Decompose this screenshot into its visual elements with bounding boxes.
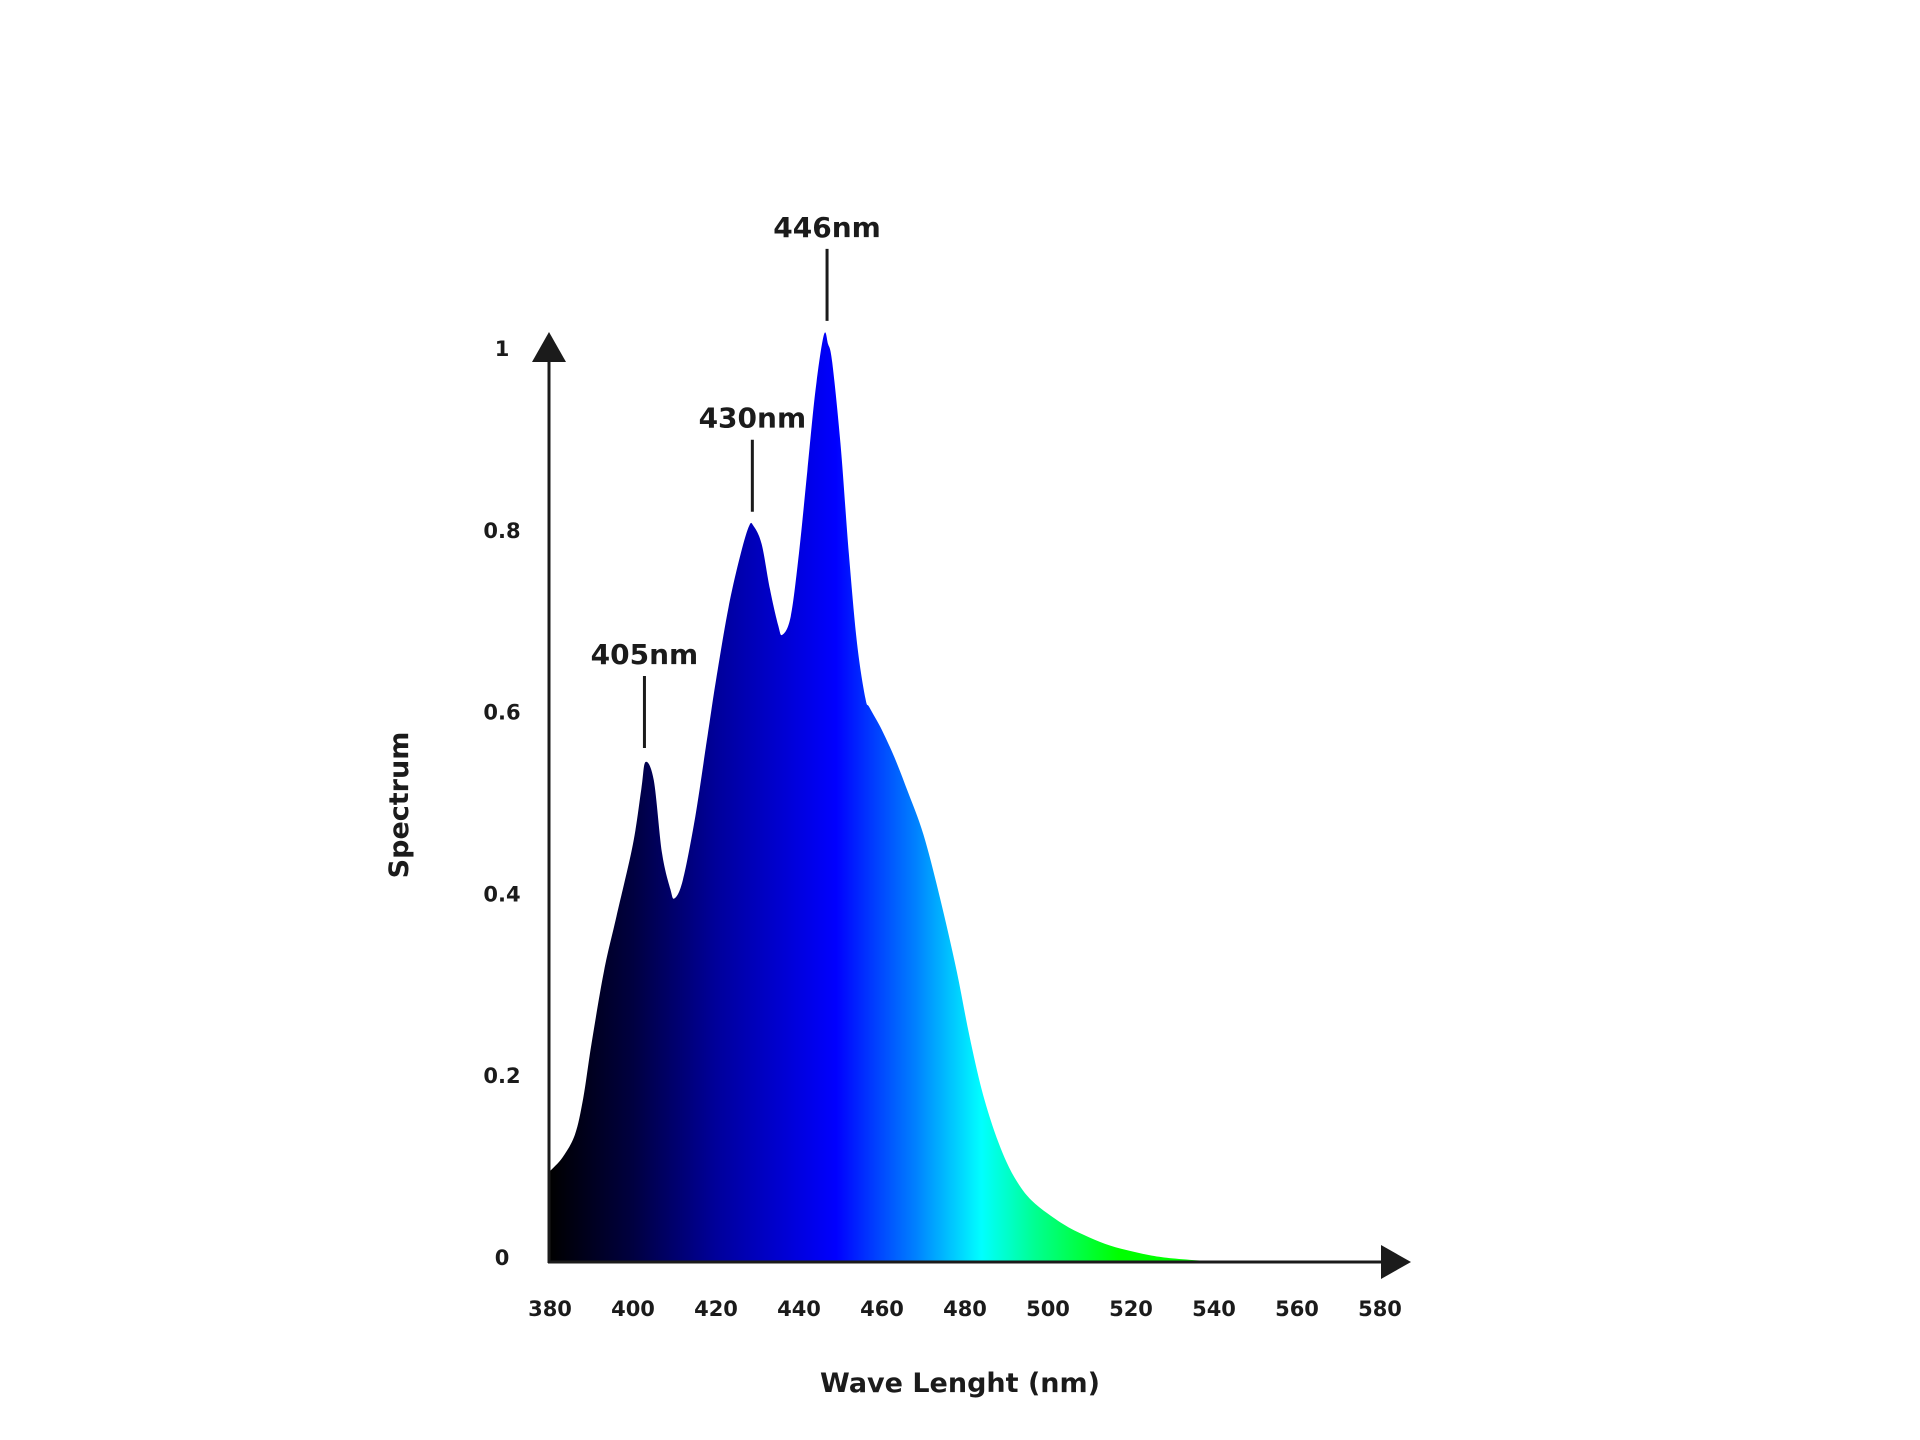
x-tick-label: 420 [694,1297,738,1321]
x-axis-title: Wave Lenght (nm) [820,1368,1100,1399]
x-axis [548,1245,1411,1279]
x-tick-labels: 380 400 420 440 460 480 500 520 540 560 580 [528,1297,1402,1321]
y-axis-arrow-icon [532,332,566,362]
peak-annotations: 405nm 430nm 446nm [591,211,881,749]
x-tick-label: 520 [1109,1297,1153,1321]
y-tick-label: 0.2 [483,1064,520,1088]
x-tick-label: 400 [611,1297,655,1321]
x-tick-label: 380 [528,1297,572,1321]
y-tick-label: 1 [495,337,510,361]
y-tick-labels: 0 0.2 0.4 0.6 0.8 1 [483,337,520,1270]
x-tick-label: 540 [1192,1297,1236,1321]
x-tick-label: 480 [943,1297,987,1321]
y-tick-label: 0.4 [483,882,520,906]
y-tick-label: 0 [495,1246,510,1270]
x-axis-arrow-icon [1381,1245,1411,1279]
y-tick-label: 0.6 [483,701,520,725]
y-axis-title: Spectrum [384,732,415,879]
x-tick-label: 580 [1358,1297,1402,1321]
y-axis [532,332,566,1263]
y-tick-label: 0.8 [483,519,520,543]
x-tick-label: 500 [1026,1297,1070,1321]
spectrum-area [550,332,1235,1262]
peak-label: 446nm [773,211,881,244]
peak-label: 430nm [699,402,807,435]
peak-label: 405nm [591,638,699,671]
x-tick-label: 440 [777,1297,821,1321]
x-tick-label: 460 [860,1297,904,1321]
x-tick-label: 560 [1275,1297,1319,1321]
